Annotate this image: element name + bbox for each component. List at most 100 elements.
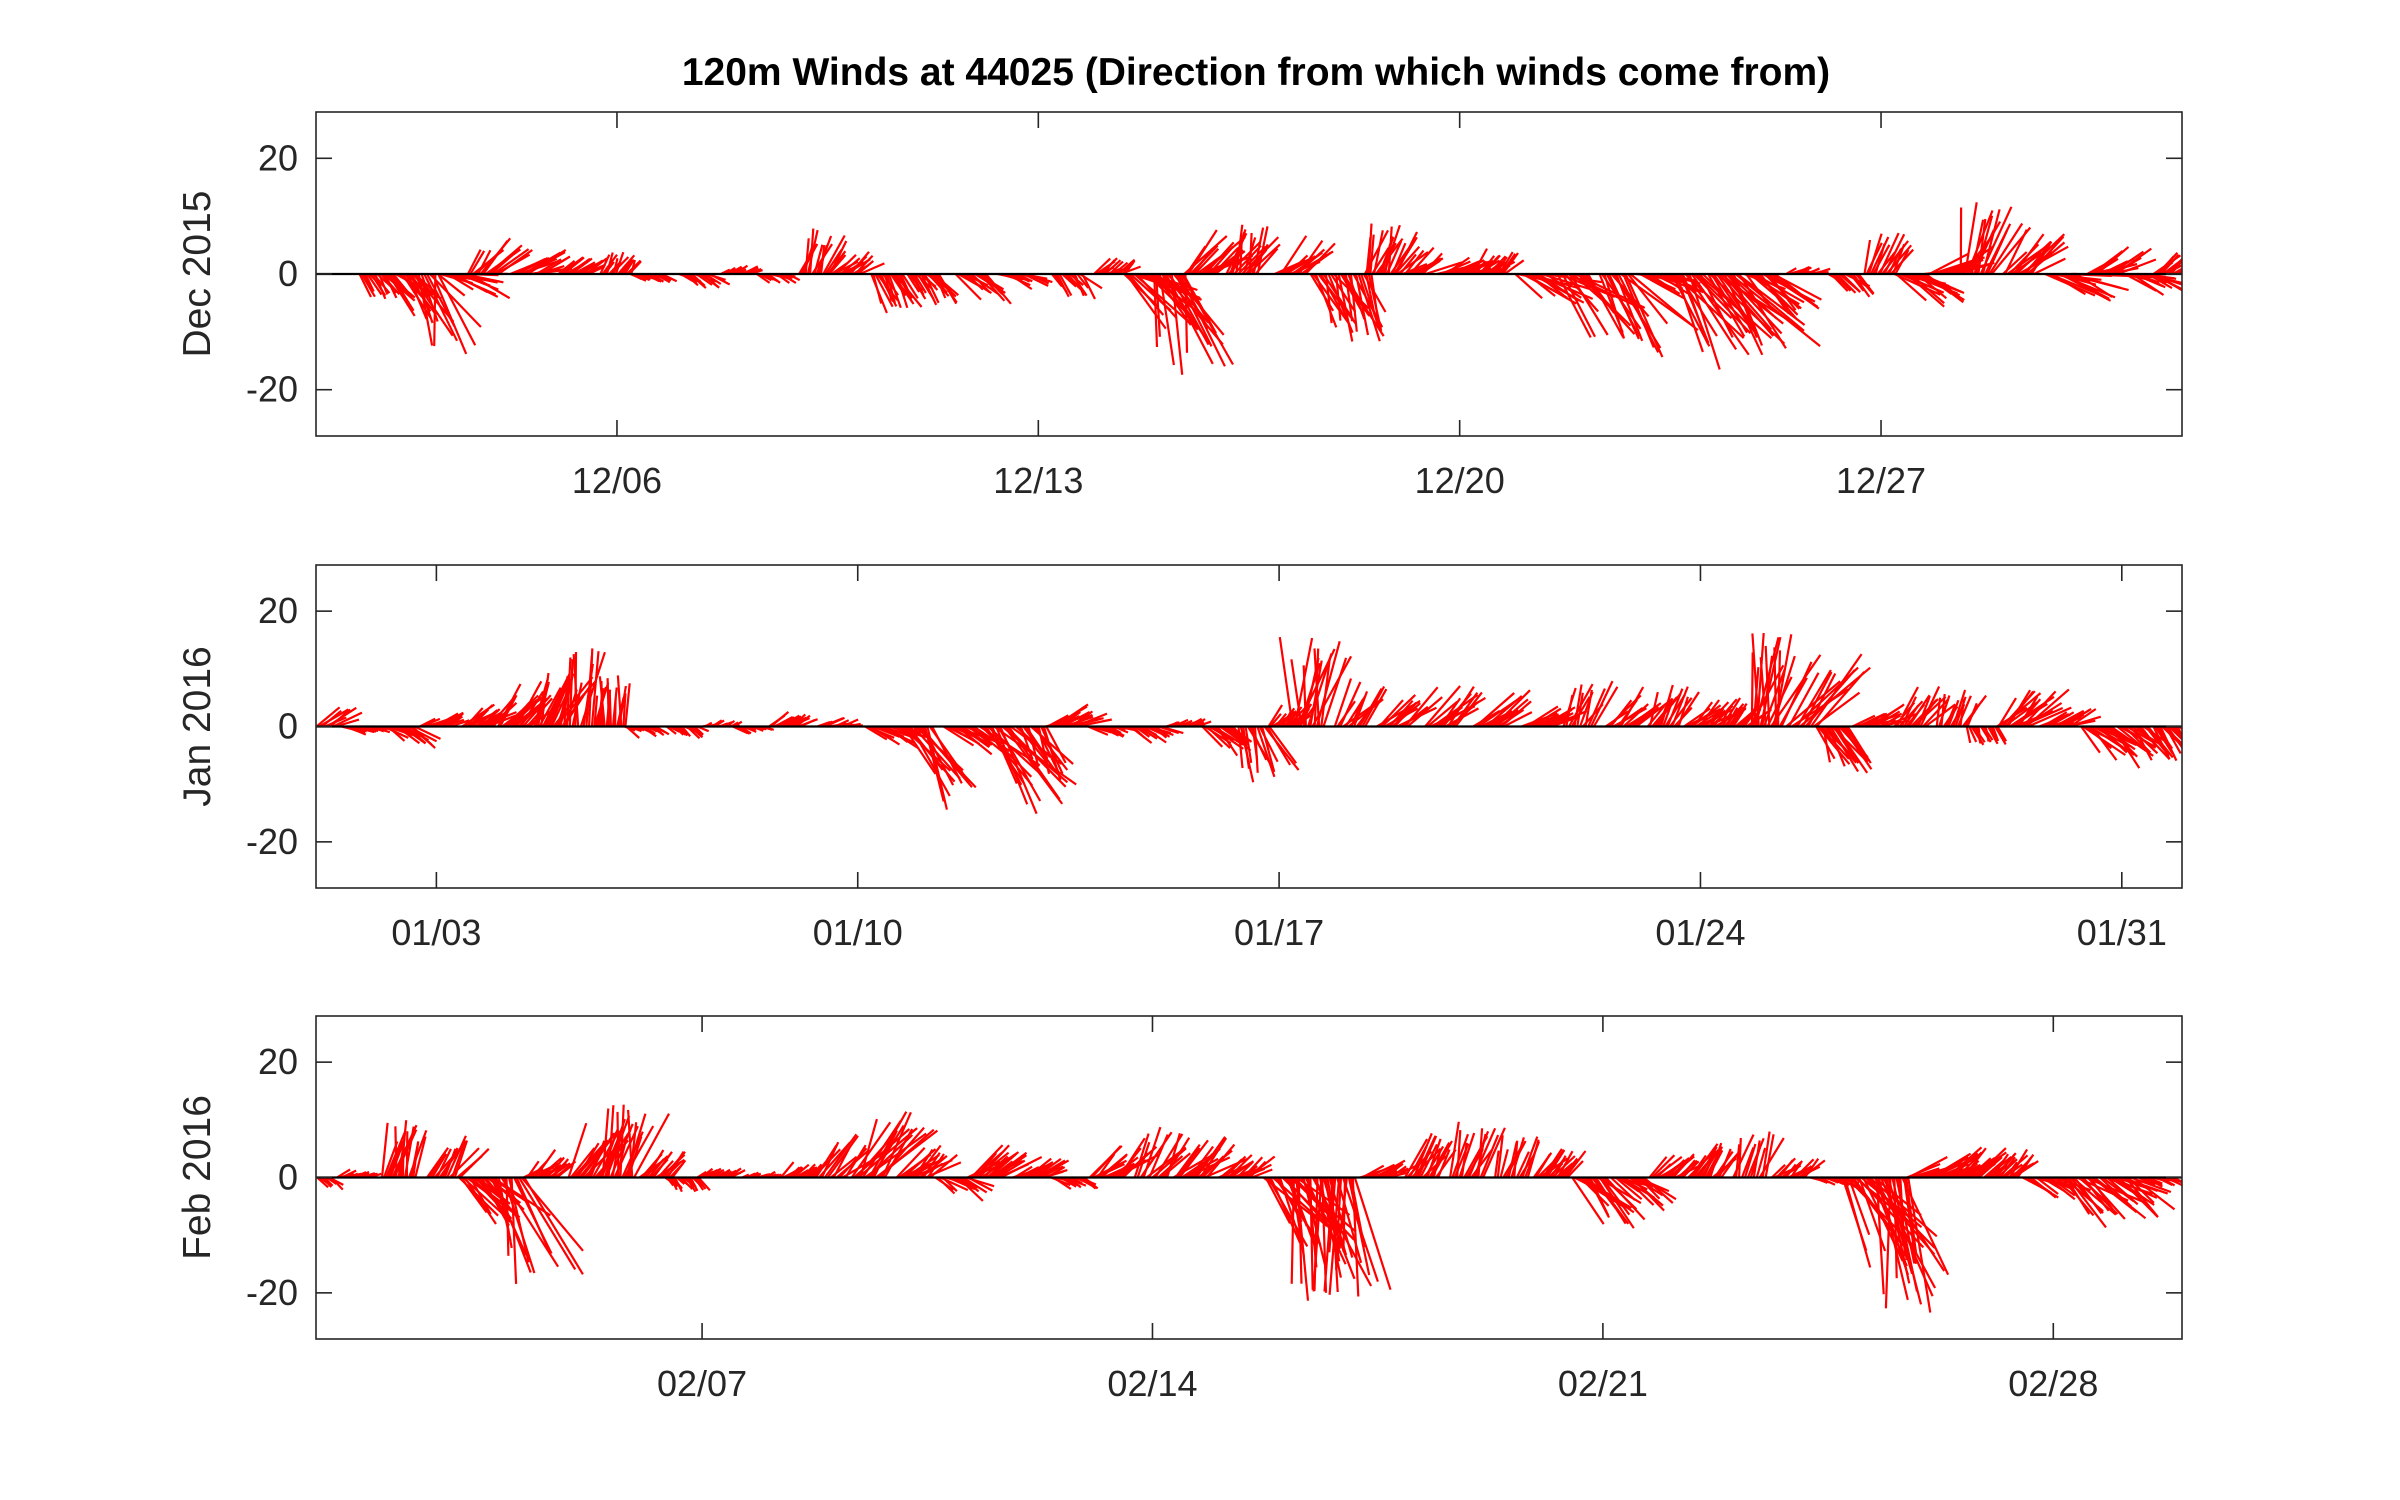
wind-feather: [1801, 671, 1833, 728]
wind-feather: [1875, 1177, 1885, 1295]
wind-feather: [1256, 226, 1269, 275]
wind-feather: [1818, 1176, 1836, 1186]
wind-feather: [1290, 659, 1303, 727]
wind-feather: [920, 273, 938, 306]
wind-feather: [1573, 684, 1583, 727]
wind-feather: [684, 273, 699, 287]
wind-feather: [1977, 726, 1982, 744]
wind-feather: [2113, 1176, 2155, 1206]
wind-feather: [534, 1149, 557, 1179]
wind-feather: [776, 716, 795, 728]
wind-feather: [1712, 698, 1738, 728]
wind-feather: [1710, 273, 1748, 334]
wind-feather: [1507, 1141, 1518, 1178]
wind-feather: [2035, 1176, 2059, 1195]
wind-feather: [460, 1176, 488, 1214]
wind-feather: [500, 1176, 560, 1268]
wind-feather: [835, 254, 857, 275]
wind-feather: [2117, 258, 2157, 276]
wind-feather: [341, 1169, 357, 1179]
feather-group: [358, 202, 2182, 375]
wind-feather: [787, 716, 801, 728]
wind-feather: [1698, 699, 1720, 728]
wind-feather: [1302, 1177, 1328, 1270]
wind-feather: [572, 654, 580, 727]
wind-feather: [1556, 1150, 1574, 1179]
y-tick-label: -20: [246, 821, 298, 862]
wind-feather: [1351, 1177, 1360, 1297]
wind-feather: [1738, 1137, 1742, 1178]
wind-feather: [621, 261, 631, 275]
y-tick-label: 0: [278, 253, 298, 294]
wind-feather: [1589, 1177, 1610, 1216]
wind-feather: [792, 1163, 810, 1179]
wind-feather: [1475, 692, 1515, 728]
y-tick-label: 0: [278, 1157, 298, 1198]
wind-feather: [389, 273, 415, 312]
wind-feather: [1622, 273, 1655, 348]
wind-feather: [1847, 1177, 1871, 1236]
wind-feather: [405, 725, 427, 744]
wind-feather: [619, 1104, 625, 1178]
wind-feather: [2013, 233, 2045, 275]
wind-feather: [625, 1113, 647, 1178]
wind-feather: [541, 672, 571, 727]
wind-feather: [1379, 1163, 1401, 1179]
wind-feather: [1768, 273, 1797, 311]
wind-feather: [1391, 242, 1407, 275]
wind-feather: [2152, 726, 2171, 760]
wind-feather: [1495, 698, 1529, 728]
wind-feather: [962, 1176, 988, 1194]
wind-feather: [2099, 1176, 2133, 1208]
wind-feather: [1735, 1144, 1741, 1178]
wind-feather: [1732, 273, 1764, 346]
wind-feather: [1895, 273, 1927, 302]
wind-feather: [492, 1176, 552, 1217]
wind-feather: [923, 726, 945, 802]
wind-feather: [859, 1118, 878, 1178]
wind-feather: [431, 273, 468, 355]
wind-feather: [1261, 726, 1276, 773]
wind-feather: [562, 256, 585, 275]
wind-feather: [1056, 706, 1085, 728]
wind-feather: [1970, 725, 1985, 746]
wind-feather: [730, 1169, 746, 1179]
wind-feather: [536, 258, 562, 275]
wind-feather: [1672, 1153, 1695, 1179]
wind-feather: [1723, 273, 1764, 356]
wind-feather: [641, 725, 657, 738]
wind-feather: [2125, 1176, 2159, 1218]
wind-feather: [330, 1176, 344, 1191]
wind-feather: [820, 1141, 840, 1178]
wind-feather: [1148, 1134, 1169, 1178]
wind-feather: [1056, 273, 1070, 298]
wind-feather: [1324, 273, 1333, 324]
wind-feather: [1526, 1139, 1540, 1178]
wind-feather: [540, 672, 550, 727]
wind-feather: [2067, 1176, 2107, 1229]
wind-feather: [1328, 1177, 1337, 1253]
wind-feather: [519, 690, 545, 728]
wind-feather: [1513, 1140, 1519, 1178]
wind-feather: [470, 708, 490, 728]
wind-feather: [697, 1176, 711, 1192]
wind-feather: [2127, 1176, 2155, 1204]
wind-feather: [1718, 1148, 1732, 1178]
wind-feather: [1083, 1176, 1099, 1190]
wind-feather: [394, 1126, 398, 1178]
wind-feather: [2033, 257, 2066, 275]
wind-feather: [1228, 1154, 1253, 1179]
wind-feather: [1916, 273, 1948, 300]
wind-feather: [599, 254, 611, 275]
wind-feather: [791, 713, 807, 728]
wind-feather: [1600, 1176, 1631, 1216]
wind-feather: [1738, 273, 1787, 349]
wind-feather: [1730, 273, 1758, 339]
wind-feather: [1019, 726, 1034, 760]
wind-feather: [1479, 1134, 1500, 1178]
wind-feather: [1987, 725, 1999, 745]
wind-feather: [988, 1152, 1018, 1179]
wind-feather: [1893, 1177, 1898, 1279]
wind-feather: [1827, 726, 1846, 767]
